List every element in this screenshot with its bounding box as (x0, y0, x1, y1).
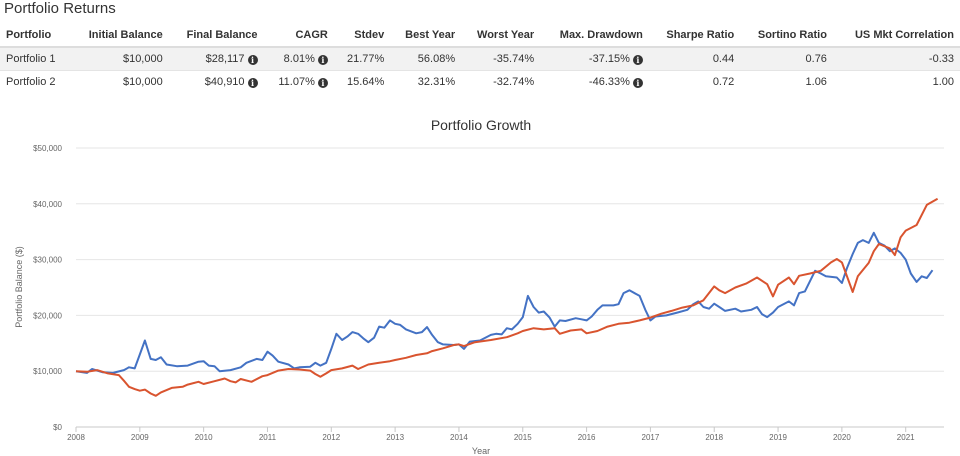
chart-gridlines (76, 147, 944, 428)
col-header-best-year: Best Year (390, 24, 462, 48)
cell-sharpe-ratio: 0.72 (648, 70, 741, 93)
col-header-us-mkt-correlation: US Mkt Correlation (832, 24, 960, 48)
x-tick-label: 2019 (769, 433, 787, 442)
table-row: Portfolio 1 $10,000 $28,117 i 8.01% i 21.7… (0, 46, 960, 71)
cell-value: 11.07% (278, 76, 315, 88)
cell-sortino-ratio: 0.76 (740, 46, 833, 71)
cell-value: -37.15% (588, 53, 630, 65)
section-title: Portfolio Returns (4, 0, 116, 17)
y-axis-ticks: $0 $10,000 $20,000 $30,000 $40,000 $50,000 (33, 144, 62, 432)
cell-cagr: 11.07% i (263, 70, 334, 93)
table-header-row: Portfolio Initial Balance Final Balance … (0, 24, 960, 48)
col-header-worst-year: Worst Year (461, 24, 541, 48)
col-header-cagr: CAGR (263, 24, 334, 48)
col-header-sortino-ratio: Sortino Ratio (740, 24, 833, 48)
cell-best-year: 56.08% (390, 46, 462, 71)
portfolio-returns-table: Portfolio Initial Balance Final Balance … (0, 24, 960, 93)
col-header-initial-balance: Initial Balance (70, 24, 169, 48)
cell-portfolio: Portfolio 2 (0, 70, 71, 93)
cell-final-balance: $28,117 i (168, 46, 264, 71)
x-tick-label: 2016 (578, 433, 596, 442)
x-tick-label: 2015 (514, 433, 532, 442)
cell-worst-year: -32.74% (461, 70, 541, 93)
cell-value: 8.01% (283, 53, 315, 65)
info-circle-icon[interactable]: i (632, 78, 643, 88)
x-tick-label: 2017 (642, 433, 660, 442)
x-tick-label: 2020 (833, 433, 851, 442)
chart-series (75, 197, 939, 397)
cell-initial-balance: $10,000 (70, 46, 169, 71)
info-circle-icon[interactable]: i (247, 55, 258, 65)
col-header-sharpe-ratio: Sharpe Ratio (648, 24, 741, 48)
cell-max-drawdown: -37.15% i (540, 46, 649, 71)
y-tick-label: $40,000 (33, 200, 62, 209)
cell-best-year: 32.31% (390, 70, 462, 93)
col-header-final-balance: Final Balance (168, 24, 264, 48)
cell-max-drawdown: -46.33% i (540, 70, 649, 93)
x-tick-label: 2018 (705, 433, 723, 442)
cell-value: $40,910 (204, 76, 245, 88)
cell-us-mkt-correlation: -0.33 (832, 46, 960, 71)
y-tick-label: $10,000 (33, 367, 62, 376)
y-tick-label: $0 (53, 423, 62, 432)
info-circle-icon[interactable]: i (317, 55, 328, 65)
cell-value: $28,117 (205, 53, 245, 65)
x-tick-label: 2012 (322, 433, 340, 442)
y-tick-label: $50,000 (33, 144, 62, 153)
y-axis-title: Portfolio Balance ($) (14, 246, 24, 328)
x-tick-label: 2010 (195, 433, 213, 442)
cell-us-mkt-correlation: 1.00 (832, 70, 960, 93)
x-tick-label: 2008 (67, 433, 85, 442)
x-tick-label: 2011 (259, 433, 277, 442)
cell-sharpe-ratio: 0.44 (648, 46, 741, 71)
y-tick-label: $20,000 (33, 311, 62, 320)
cell-portfolio: Portfolio 1 (0, 46, 71, 71)
chart-title: Portfolio Growth (431, 117, 531, 133)
series-line-portfolio-2 (75, 197, 939, 397)
series-line-portfolio-1 (75, 231, 934, 374)
x-tick-label: 2021 (897, 433, 915, 442)
x-tick-label: 2014 (450, 433, 468, 442)
cell-value: -46.33% (588, 76, 630, 88)
info-circle-icon[interactable]: i (632, 55, 643, 65)
col-header-max-drawdown: Max. Drawdown (540, 24, 649, 48)
portfolio-growth-chart: Portfolio Growth $0 $10,000 $20,000 $30,000… (14, 117, 944, 456)
x-axis-title: Year (472, 446, 490, 456)
cell-stdev: 21.77% (333, 46, 391, 71)
cell-stdev: 15.64% (333, 70, 391, 93)
y-tick-label: $30,000 (33, 256, 62, 265)
x-tick-label: 2009 (131, 433, 149, 442)
table-row: Portfolio 2 $10,000 $40,910 i 11.07% i 15.… (0, 70, 960, 93)
info-circle-icon[interactable]: i (247, 78, 258, 88)
info-circle-icon[interactable]: i (317, 78, 328, 88)
x-tick-label: 2013 (386, 433, 404, 442)
col-header-portfolio: Portfolio (0, 24, 71, 48)
cell-worst-year: -35.74% (461, 46, 541, 71)
cell-initial-balance: $10,000 (70, 70, 169, 93)
cell-cagr: 8.01% i (263, 46, 334, 71)
cell-sortino-ratio: 1.06 (740, 70, 833, 93)
cell-final-balance: $40,910 i (168, 70, 264, 93)
col-header-stdev: Stdev (333, 24, 391, 48)
x-axis-ticks: 2008 2009 2010 2011 2012 2013 2014 2015 2016 2017… (67, 427, 915, 442)
